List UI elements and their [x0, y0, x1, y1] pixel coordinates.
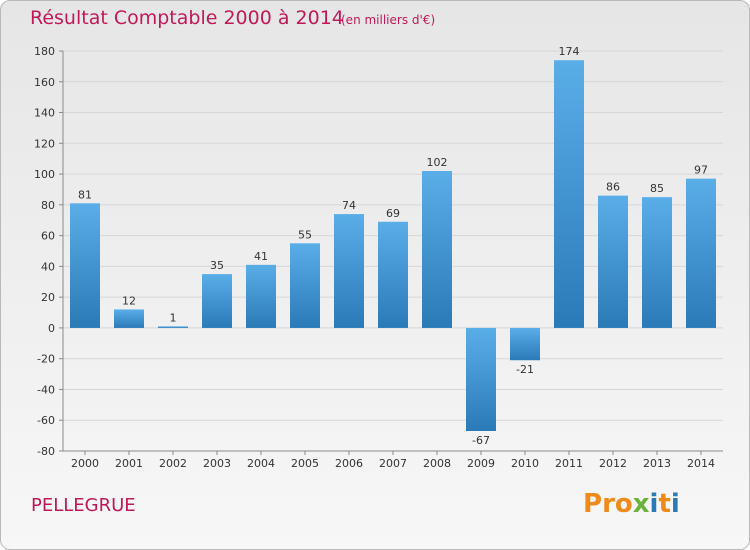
value-label: 1 [170, 311, 177, 324]
y-tick-label: -20 [37, 353, 55, 366]
y-tick-label: 100 [34, 168, 55, 181]
x-tick-label: 2003 [203, 457, 231, 470]
value-label: 74 [342, 199, 356, 212]
bar-2010 [510, 327, 540, 361]
bar-2011 [554, 60, 584, 328]
bar-2013 [642, 197, 672, 328]
x-tick-label: 2000 [71, 457, 99, 470]
bar-2012 [598, 195, 628, 328]
y-tick-label: 20 [41, 291, 55, 304]
commune-name: PELLEGRUE [31, 495, 136, 516]
y-tick-label: -80 [37, 445, 55, 458]
value-label: 55 [298, 228, 312, 241]
logo-letter: P [583, 489, 603, 519]
x-tick-label: 2010 [511, 457, 539, 470]
value-label: 97 [694, 164, 708, 177]
y-tick-label: 80 [41, 199, 55, 212]
value-label: 35 [210, 259, 224, 272]
x-tick-label: 2006 [335, 457, 363, 470]
logo-letter: i [670, 489, 680, 519]
x-tick-label: 2014 [687, 457, 715, 470]
chart-title: Résultat Comptable 2000 à 2014 [30, 7, 344, 29]
x-tick-label: 2013 [643, 457, 671, 470]
x-tick-label: 2005 [291, 457, 319, 470]
y-tick-label: 40 [41, 260, 55, 273]
value-label: 174 [559, 45, 580, 58]
x-tick-label: 2001 [115, 457, 143, 470]
y-tick-label: 140 [34, 107, 55, 120]
chart-subtitle: (en milliers d'€) [341, 13, 436, 27]
logo-letter: o [614, 489, 633, 519]
logo-letter: r [602, 489, 615, 519]
value-label: 41 [254, 250, 268, 263]
bar-2003 [202, 274, 232, 328]
x-tick-label: 2004 [247, 457, 275, 470]
x-tick-label: 2011 [555, 457, 583, 470]
logo-letter: i [649, 489, 659, 519]
x-tick-label: 2008 [423, 457, 451, 470]
bar-2005 [290, 243, 320, 328]
bar-2002 [158, 326, 188, 328]
value-label: 102 [427, 156, 448, 169]
y-tick-label: -40 [37, 383, 55, 396]
logo-letter: t [658, 489, 671, 519]
proxiti-logo[interactable]: Proxiti [583, 489, 680, 519]
bar-2008 [422, 171, 452, 328]
value-label: -21 [516, 363, 534, 376]
value-label: 86 [606, 181, 620, 194]
y-tick-label: 120 [34, 137, 55, 150]
y-tick-label: 60 [41, 230, 55, 243]
x-tick-label: 2012 [599, 457, 627, 470]
x-tick-label: 2002 [159, 457, 187, 470]
bar-2007 [378, 221, 408, 328]
y-tick-label: -60 [37, 414, 55, 427]
value-label: 85 [650, 182, 664, 195]
y-tick-label: 0 [48, 322, 55, 335]
bar-2009 [466, 327, 496, 431]
y-tick-label: 160 [34, 76, 55, 89]
value-label: 12 [122, 294, 136, 307]
value-label: -67 [472, 434, 490, 447]
bar-2006 [334, 214, 364, 328]
value-label: 81 [78, 188, 92, 201]
y-tick-label: 180 [34, 45, 55, 58]
bar-2004 [246, 264, 276, 328]
value-label: 69 [386, 207, 400, 220]
bar-2000 [70, 203, 100, 328]
logo-letter: x [632, 489, 650, 519]
bar-2001 [114, 309, 144, 328]
x-tick-label: 2009 [467, 457, 495, 470]
x-tick-label: 2007 [379, 457, 407, 470]
bar-2014 [686, 178, 716, 328]
